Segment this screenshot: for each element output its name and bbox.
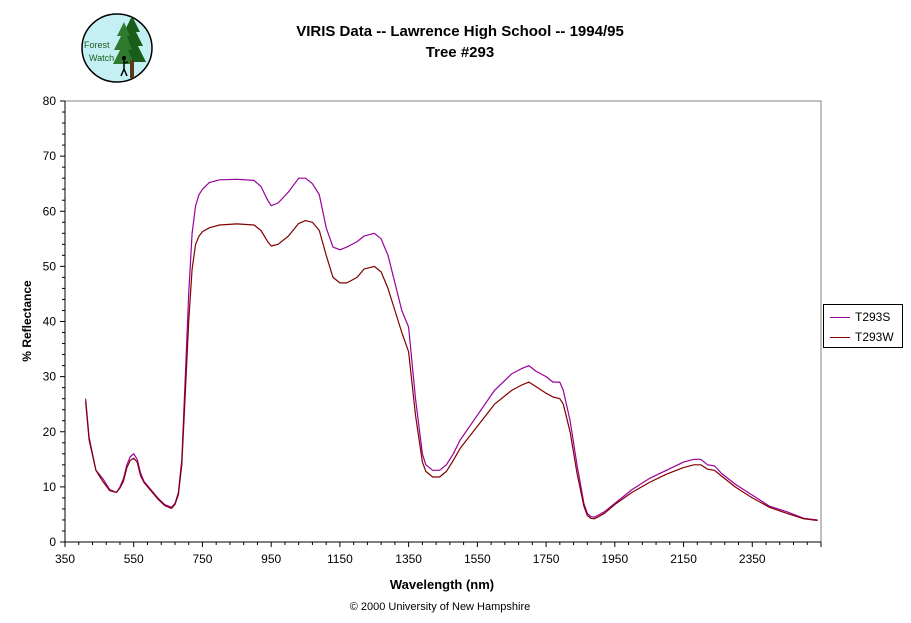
y-tick-label: 70 <box>43 149 57 163</box>
logo-text-bottom: Watch <box>89 53 114 63</box>
series-line-t293s <box>85 177 818 521</box>
legend-swatch-t293s <box>830 317 850 318</box>
series-line-t293w <box>85 220 818 522</box>
x-tick-label: 2350 <box>739 552 766 566</box>
series-layer <box>85 177 818 522</box>
y-axis-label: % Reflectance <box>20 280 34 362</box>
x-tick-label: 750 <box>192 552 212 566</box>
chart-subtitle: Tree #293 <box>425 44 495 61</box>
logo-text-top: Forest <box>84 40 110 50</box>
x-tick-label: 1550 <box>464 552 491 566</box>
y-tick-label: 80 <box>43 94 57 108</box>
y-tick-label: 50 <box>43 259 57 273</box>
legend: T293S T293W <box>823 304 903 348</box>
y-tick-label: 60 <box>43 204 57 218</box>
x-axis: 350 550 750 950 1150 1350 1550 1750 1950 2150 2350 <box>55 541 822 566</box>
forest-watch-logo: Forest Watch <box>80 12 154 84</box>
y-tick-label: 40 <box>43 315 57 329</box>
legend-label-t293s: T293S <box>855 310 891 324</box>
plot-border <box>64 100 822 543</box>
x-tick-label: 1150 <box>327 552 353 566</box>
y-axis: 0 10 20 30 40 50 60 70 80 <box>43 94 66 549</box>
x-tick-label: 1350 <box>395 552 422 566</box>
x-tick-label: 550 <box>124 552 144 566</box>
legend-swatch-t293w <box>830 337 850 338</box>
y-tick-label: 0 <box>49 535 56 549</box>
x-tick-label: 950 <box>261 552 281 566</box>
y-tick-label: 10 <box>43 480 57 494</box>
legend-label-t293w: T293W <box>855 330 894 344</box>
x-tick-label: 2150 <box>670 552 697 566</box>
y-tick-label: 20 <box>43 425 57 439</box>
plot-area <box>64 100 822 543</box>
x-tick-label: 1950 <box>601 552 628 566</box>
x-tick-label: 1750 <box>533 552 560 566</box>
y-tick-label: 30 <box>43 370 57 384</box>
legend-item-t293w: T293W <box>828 329 902 345</box>
copyright-notice: © 2000 University of New Hampshire <box>349 601 531 613</box>
legend-item-t293s: T293S <box>828 309 902 325</box>
chart-title: VIRIS Data -- Lawrence High School -- 19… <box>296 23 624 40</box>
x-axis-label: Wavelength (nm) <box>390 577 494 592</box>
x-tick-label: 350 <box>55 552 75 566</box>
